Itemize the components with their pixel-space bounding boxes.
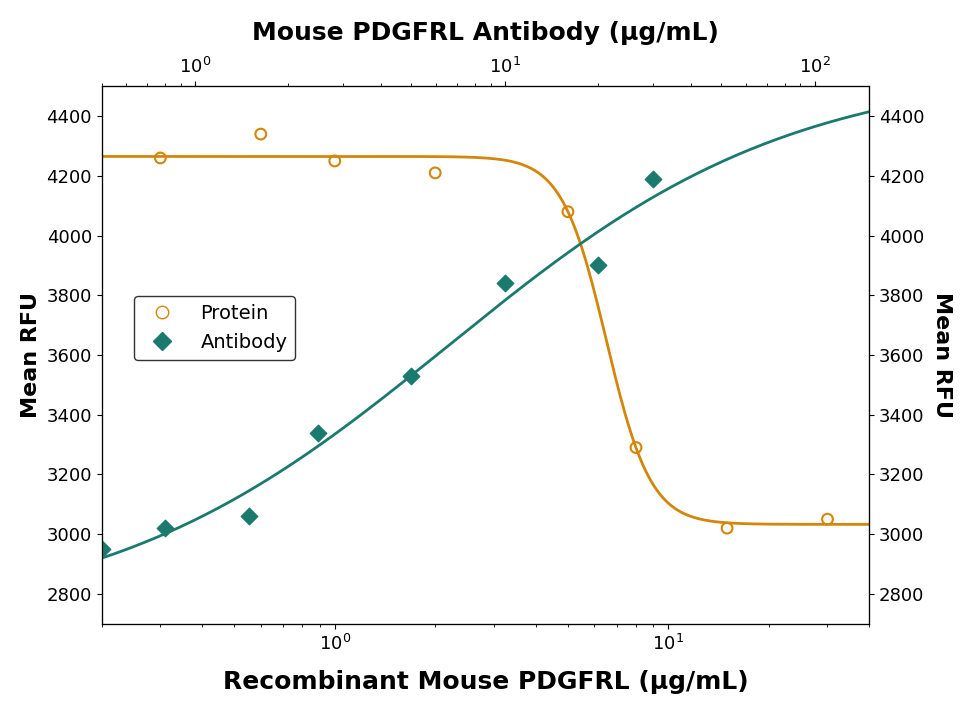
Y-axis label: Mean RFU: Mean RFU	[932, 292, 953, 418]
Antibody	[497, 277, 513, 289]
Protein	[327, 155, 342, 167]
Antibody	[241, 511, 257, 522]
Protein	[253, 129, 269, 140]
Y-axis label: Mean RFU: Mean RFU	[20, 292, 41, 418]
Antibody	[591, 260, 606, 271]
Protein	[153, 152, 168, 164]
Antibody	[645, 173, 661, 184]
Protein	[427, 167, 443, 179]
Legend: Protein, Antibody: Protein, Antibody	[134, 297, 295, 360]
Protein	[719, 523, 735, 534]
Protein	[629, 442, 644, 453]
Protein	[819, 513, 835, 525]
Antibody	[310, 427, 326, 438]
Protein	[560, 206, 576, 217]
X-axis label: Recombinant Mouse PDGFRL (μg/mL): Recombinant Mouse PDGFRL (μg/mL)	[223, 670, 748, 694]
Antibody	[157, 523, 172, 534]
Antibody	[93, 543, 109, 555]
X-axis label: Mouse PDGFRL Antibody (μg/mL): Mouse PDGFRL Antibody (μg/mL)	[252, 21, 719, 45]
Antibody	[25, 576, 41, 588]
Antibody	[404, 370, 419, 382]
